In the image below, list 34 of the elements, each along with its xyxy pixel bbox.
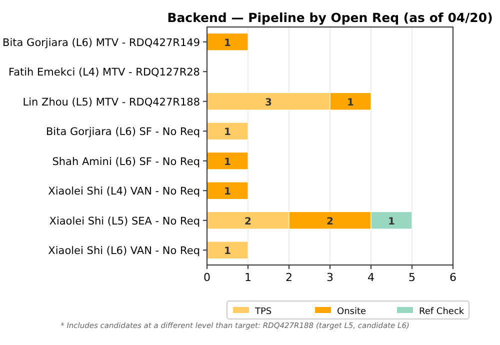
legend-label: Ref Check [419, 307, 465, 317]
data-label: 2 [326, 216, 334, 228]
x-tick-label: 1 [244, 271, 252, 284]
y-tick-label: Bita Gorjiara (L6) SF - No Req [46, 126, 200, 138]
y-tick-label: Bita Gorjiara (L6) MTV - RDQ427R149 [2, 36, 200, 49]
bar [206, 182, 248, 200]
bar [206, 32, 248, 51]
data-label: 1 [224, 38, 232, 49]
x-tick-label: 3 [326, 271, 334, 284]
y-tick-label: Lin Zhou (L5) MTV - RDQ427R188 [22, 96, 200, 108]
bar [206, 152, 248, 170]
y-tick-label: Fatih Emekci (L4) MTV - RDQ127R28 [8, 66, 200, 79]
data-label: 1 [224, 246, 232, 258]
data-label: 1 [347, 97, 354, 108]
y-tick-label: Xiaolei Shi (L6) VAN - No Req [48, 245, 200, 258]
data-label: 1 [224, 127, 232, 138]
x-tick-label: 2 [286, 271, 292, 284]
y-tick-label: Xiaolei Shi (L4) VAN - No Req [48, 186, 200, 198]
data-label: 3 [265, 97, 272, 108]
x-tick-label: 0 [204, 271, 210, 284]
legend-label: Onsite [337, 307, 367, 317]
bar [206, 122, 248, 140]
data-label: 2 [244, 216, 252, 228]
bar [206, 241, 248, 260]
data-label: 1 [388, 216, 396, 228]
y-tick-label: Xiaolei Shi (L5) SEA - No Req [49, 215, 200, 228]
legend-label: TPS [254, 307, 272, 317]
x-tick-label: 4 [368, 271, 374, 284]
data-label: 1 [224, 156, 232, 168]
data-label: 1 [224, 186, 232, 198]
chart-title: Backend — Pipeline by Open Req (as of 04/20) [167, 10, 493, 25]
x-tick-label: 6 [450, 271, 456, 284]
x-tick-label: 5 [408, 271, 416, 284]
y-tick-label: Shah Amini (L6) SF - No Req [52, 156, 200, 168]
